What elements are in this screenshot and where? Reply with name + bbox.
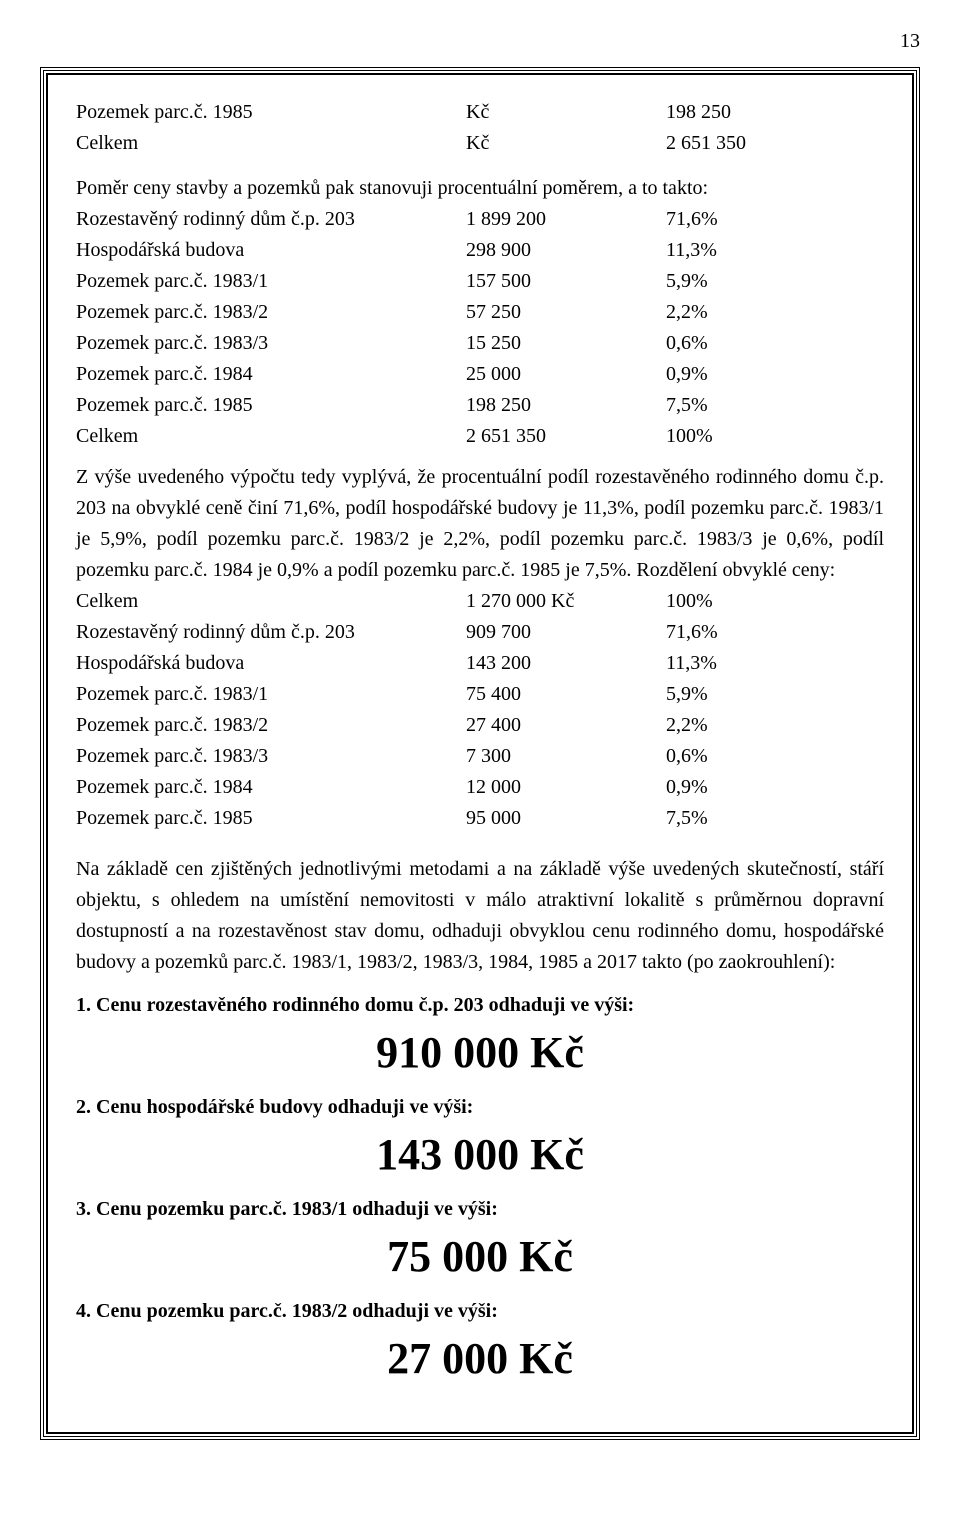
cell-pct: 11,3% — [666, 235, 866, 266]
cell-name: Rozestavěný rodinný dům č.p. 203 — [76, 617, 466, 648]
cell-name: Pozemek parc.č. 1983/2 — [76, 710, 466, 741]
cell-name: Celkem — [76, 421, 466, 452]
cell-pct: 0,9% — [666, 359, 866, 390]
cell-name: Pozemek parc.č. 1985 — [76, 390, 466, 421]
cell-name: Celkem — [76, 586, 466, 617]
cell-value: 1 899 200 — [466, 204, 666, 235]
cell-name: Pozemek parc.č. 1983/2 — [76, 297, 466, 328]
table-row: Celkem Kč 2 651 350 — [76, 128, 884, 159]
table-row: Hospodářská budova298 90011,3% — [76, 235, 884, 266]
cell-unit: Kč — [466, 97, 666, 128]
cell-pct: 2,2% — [666, 297, 866, 328]
cell-value: 27 400 — [466, 710, 666, 741]
table-row: Celkem1 270 000 Kč100% — [76, 586, 884, 617]
table-row: Pozemek parc.č. 1983/37 3000,6% — [76, 741, 884, 772]
cell-value: 1 270 000 Kč — [466, 586, 666, 617]
cell-name: Hospodářská budova — [76, 235, 466, 266]
cell-pct: 7,5% — [666, 390, 866, 421]
cell-pct: 71,6% — [666, 617, 866, 648]
cell-pct: 5,9% — [666, 679, 866, 710]
cell-pct: 0,6% — [666, 328, 866, 359]
cell-value: 95 000 — [466, 803, 666, 834]
table-row: Rozestavěný rodinný dům č.p. 203909 7007… — [76, 617, 884, 648]
cell-name: Pozemek parc.č. 1983/3 — [76, 741, 466, 772]
cell-value: 2 651 350 — [466, 421, 666, 452]
table-initial: Pozemek parc.č. 1985 Kč 198 250 Celkem K… — [76, 97, 884, 159]
cell-pct: 2,2% — [666, 710, 866, 741]
table-row: Pozemek parc.č. 198425 0000,9% — [76, 359, 884, 390]
cell-value: 198 250 — [666, 97, 866, 128]
estimate-title-2: 2. Cenu hospodářské budovy odhaduji ve v… — [76, 1096, 884, 1119]
paragraph-explanation: Z výše uvedeného výpočtu tedy vyplývá, ž… — [76, 462, 884, 586]
table-row: Pozemek parc.č. 198595 0007,5% — [76, 803, 884, 834]
intro-text: Poměr ceny stavby a pozemků pak stanovuj… — [76, 173, 884, 204]
cell-value: 143 200 — [466, 648, 666, 679]
cell-name: Celkem — [76, 128, 466, 159]
cell-value: 57 250 — [466, 297, 666, 328]
estimate-price-2: 143 000 Kč — [76, 1129, 884, 1180]
cell-name: Pozemek parc.č. 1984 — [76, 772, 466, 803]
table-row: Celkem2 651 350100% — [76, 421, 884, 452]
cell-pct: 5,9% — [666, 266, 866, 297]
cell-value: 25 000 — [466, 359, 666, 390]
cell-name: Pozemek parc.č. 1984 — [76, 359, 466, 390]
cell-pct: 11,3% — [666, 648, 866, 679]
cell-value: 157 500 — [466, 266, 666, 297]
paragraph-conclusion: Na základě cen zjištěných jednotlivými m… — [76, 854, 884, 978]
cell-name: Pozemek parc.č. 1983/1 — [76, 679, 466, 710]
estimate-price-1: 910 000 Kč — [76, 1027, 884, 1078]
cell-name: Hospodářská budova — [76, 648, 466, 679]
cell-pct: 0,9% — [666, 772, 866, 803]
estimate-price-3: 75 000 Kč — [76, 1231, 884, 1282]
cell-name: Pozemek parc.č. 1985 — [76, 97, 466, 128]
cell-pct: 7,5% — [666, 803, 866, 834]
cell-name: Pozemek parc.č. 1983/3 — [76, 328, 466, 359]
table-row: Rozestavěný rodinný dům č.p. 2031 899 20… — [76, 204, 884, 235]
cell-value: 298 900 — [466, 235, 666, 266]
cell-pct: 100% — [666, 586, 866, 617]
estimate-title-4: 4. Cenu pozemku parc.č. 1983/2 odhaduji … — [76, 1300, 884, 1323]
estimate-title-1: 1. Cenu rozestavěného rodinného domu č.p… — [76, 994, 884, 1017]
cell-value: 15 250 — [466, 328, 666, 359]
cell-pct: 0,6% — [666, 741, 866, 772]
cell-value: 909 700 — [466, 617, 666, 648]
table-distribution: Celkem1 270 000 Kč100% Rozestavěný rodin… — [76, 586, 884, 834]
table-row: Pozemek parc.č. 1983/175 4005,9% — [76, 679, 884, 710]
table-row: Pozemek parc.č. 1983/227 4002,2% — [76, 710, 884, 741]
table-row: Pozemek parc.č. 1985198 2507,5% — [76, 390, 884, 421]
document-outer-frame: Pozemek parc.č. 1985 Kč 198 250 Celkem K… — [40, 67, 920, 1440]
cell-pct: 100% — [666, 421, 866, 452]
table-row: Pozemek parc.č. 1985 Kč 198 250 — [76, 97, 884, 128]
document-inner-frame: Pozemek parc.č. 1985 Kč 198 250 Celkem K… — [46, 73, 914, 1434]
table-row: Pozemek parc.č. 198412 0000,9% — [76, 772, 884, 803]
cell-pct: 71,6% — [666, 204, 866, 235]
table-row: Pozemek parc.č. 1983/315 2500,6% — [76, 328, 884, 359]
cell-value: 12 000 — [466, 772, 666, 803]
cell-name: Pozemek parc.č. 1983/1 — [76, 266, 466, 297]
estimate-price-4: 27 000 Kč — [76, 1333, 884, 1384]
cell-value: 75 400 — [466, 679, 666, 710]
cell-value: 7 300 — [466, 741, 666, 772]
cell-value: 2 651 350 — [666, 128, 866, 159]
cell-unit: Kč — [466, 128, 666, 159]
page-number: 13 — [40, 30, 920, 53]
estimate-title-3: 3. Cenu pozemku parc.č. 1983/1 odhaduji … — [76, 1198, 884, 1221]
cell-name: Pozemek parc.č. 1985 — [76, 803, 466, 834]
table-row: Pozemek parc.č. 1983/257 2502,2% — [76, 297, 884, 328]
table-row: Hospodářská budova143 20011,3% — [76, 648, 884, 679]
cell-name: Rozestavěný rodinný dům č.p. 203 — [76, 204, 466, 235]
cell-value: 198 250 — [466, 390, 666, 421]
table-row: Pozemek parc.č. 1983/1157 5005,9% — [76, 266, 884, 297]
table-percentages: Rozestavěný rodinný dům č.p. 2031 899 20… — [76, 204, 884, 452]
